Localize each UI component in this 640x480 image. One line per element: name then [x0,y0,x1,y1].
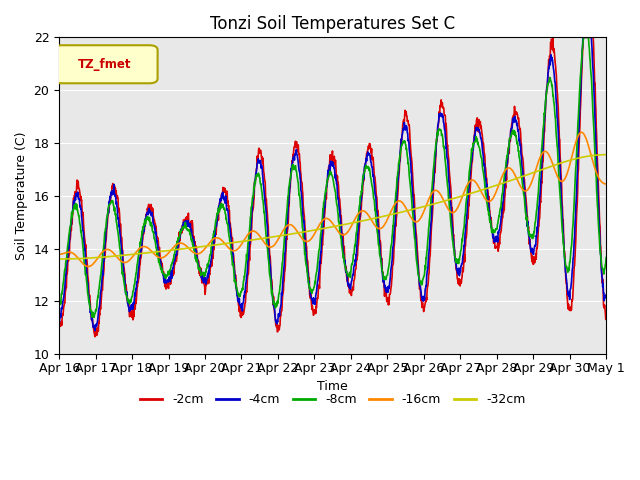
-2cm [602,315,610,321]
-8cm [418,280,426,286]
-4cm [490,232,497,238]
Y-axis label: Soil Temperature (C): Soil Temperature (C) [15,132,28,260]
-8cm [164,271,172,277]
-4cm [418,294,426,300]
FancyBboxPatch shape [54,45,157,83]
-2cm [239,312,246,318]
-4cm [602,292,610,298]
Line: -8cm: -8cm [59,37,606,317]
-8cm [538,148,545,154]
-2cm [579,35,587,40]
-4cm [579,35,587,40]
Line: -2cm: -2cm [59,37,606,336]
-8cm [55,299,63,305]
-8cm [177,228,185,234]
-8cm [580,35,588,40]
-32cm [538,167,545,173]
-16cm [239,240,246,246]
-8cm [490,227,497,232]
-16cm [84,264,92,269]
-16cm [602,181,610,187]
-32cm [55,256,63,262]
-2cm [177,228,185,234]
-2cm [538,179,545,185]
Text: TZ_fmet: TZ_fmet [78,58,131,71]
-16cm [490,195,497,201]
-16cm [55,252,63,257]
-4cm [538,168,545,173]
-4cm [239,308,246,314]
-8cm [602,254,610,260]
-32cm [489,184,497,190]
-16cm [177,240,185,246]
Legend: -2cm, -4cm, -8cm, -16cm, -32cm: -2cm, -4cm, -8cm, -16cm, -32cm [134,388,531,411]
Line: -32cm: -32cm [59,155,606,259]
-16cm [577,130,585,135]
-2cm [91,334,99,339]
-32cm [177,246,184,252]
-4cm [177,227,185,233]
-4cm [91,328,99,334]
-8cm [90,314,98,320]
-16cm [164,251,172,257]
-32cm [164,248,172,253]
-16cm [538,152,545,157]
-32cm [417,204,425,210]
-4cm [55,321,63,327]
-8cm [239,285,246,291]
X-axis label: Time: Time [317,380,348,393]
-2cm [164,280,172,286]
-2cm [55,317,63,323]
-2cm [418,301,426,307]
-16cm [418,213,426,219]
Line: -16cm: -16cm [59,132,606,266]
Line: -4cm: -4cm [59,37,606,331]
-4cm [164,277,172,283]
-32cm [238,239,246,244]
-32cm [602,152,610,157]
Title: Tonzi Soil Temperatures Set C: Tonzi Soil Temperatures Set C [210,15,455,33]
-2cm [490,232,497,238]
